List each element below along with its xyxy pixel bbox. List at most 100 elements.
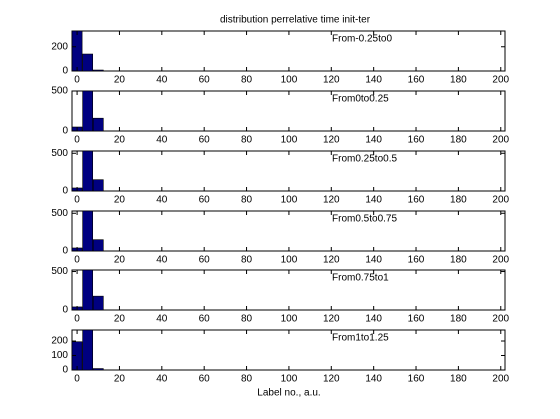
bar (82, 91, 94, 131)
x-tick-label: 120 (323, 75, 340, 86)
x-tick-label: 40 (156, 75, 168, 86)
x-tick-label: 80 (241, 195, 253, 206)
axes-frame (71, 210, 506, 252)
x-tick-label: 160 (408, 135, 425, 146)
bars (72, 31, 104, 71)
x-tick-label: 200 (492, 255, 509, 266)
axes-frame (71, 30, 506, 72)
x-tick-label: 140 (365, 195, 382, 206)
annotation: From0.5to0.75 (332, 214, 397, 225)
axes-frame (71, 269, 506, 311)
x-tick-label: 0 (74, 135, 80, 146)
figure-title: distribution perrelative time init-ter (220, 15, 371, 26)
x-tick-label: 180 (450, 374, 467, 385)
x-tick-label: 60 (199, 135, 211, 146)
x-tick-label: 140 (365, 374, 382, 385)
bar (82, 53, 94, 71)
bar (82, 270, 94, 310)
x-tick-label: 180 (450, 135, 467, 146)
x-tick-label: 80 (241, 374, 253, 385)
x-tick-label: 80 (241, 314, 253, 325)
y-tick-label: 0 (62, 246, 68, 257)
x-tick-label: 200 (492, 374, 509, 385)
x-tick-label: 120 (323, 135, 340, 146)
x-tick-label: 140 (365, 314, 382, 325)
x-tick-label: 20 (114, 135, 126, 146)
x-tick-label: 100 (281, 195, 298, 206)
x-tick-label: 60 (199, 195, 211, 206)
x-tick-label: 100 (281, 374, 298, 385)
y-tick-label: 500 (51, 208, 68, 219)
x-tick-label: 180 (450, 75, 467, 86)
y-tick-label: 100 (51, 350, 68, 361)
x-tick-label: 40 (156, 195, 168, 206)
bar (82, 151, 94, 191)
y-tick-label: 0 (62, 186, 68, 197)
annotation: From0.25to0.5 (332, 154, 397, 165)
bar (92, 179, 104, 191)
x-tick-label: 40 (156, 255, 168, 266)
bar (92, 239, 104, 251)
x-tick-label: 200 (492, 195, 509, 206)
x-tick-label: 40 (156, 314, 168, 325)
y-tick-label: 200 (51, 41, 68, 52)
x-tick-label: 80 (241, 135, 253, 146)
x-tick-label: 120 (323, 314, 340, 325)
x-tick-label: 0 (74, 195, 80, 206)
x-tick-label: 180 (450, 314, 467, 325)
x-tick-label: 100 (281, 135, 298, 146)
x-tick-label: 200 (492, 314, 509, 325)
x-tick-label: 80 (241, 255, 253, 266)
x-tick-label: 80 (241, 75, 253, 86)
x-tick-label: 0 (74, 255, 80, 266)
bar (92, 368, 104, 370)
axes-frame (71, 329, 506, 371)
x-tick-label: 100 (281, 314, 298, 325)
bar (82, 211, 94, 251)
bar (92, 69, 104, 71)
x-tick-label: 60 (199, 314, 211, 325)
x-tick-label: 20 (114, 195, 126, 206)
x-tick-label: 0 (74, 314, 80, 325)
y-tick-label: 500 (51, 148, 68, 159)
x-tick-label: 120 (323, 255, 340, 266)
x-tick-label: 40 (156, 135, 168, 146)
x-tick-label: 120 (323, 195, 340, 206)
y-tick-label: 500 (51, 86, 68, 97)
x-tick-label: 100 (281, 255, 298, 266)
x-tick-label: 180 (450, 255, 467, 266)
y-tick-label: 0 (62, 66, 68, 77)
y-tick-label: 500 (51, 266, 68, 277)
annotation: From1to1.25 (332, 333, 389, 344)
x-tick-label: 60 (199, 374, 211, 385)
axes-frame (71, 90, 506, 132)
x-tick-label: 180 (450, 195, 467, 206)
x-tick-label: 140 (365, 135, 382, 146)
x-tick-label: 20 (114, 374, 126, 385)
x-tick-label: 100 (281, 75, 298, 86)
y-tick-label: 0 (62, 365, 68, 376)
x-tick-label: 40 (156, 374, 168, 385)
y-tick-label: 200 (51, 336, 68, 347)
x-tick-label: 160 (408, 374, 425, 385)
y-tick-label: 0 (62, 305, 68, 316)
annotation: From-0.25to0 (332, 34, 392, 45)
bar (82, 330, 94, 370)
x-tick-label: 60 (199, 255, 211, 266)
annotation: From0.75to1 (332, 273, 389, 284)
x-tick-label: 200 (492, 135, 509, 146)
x-tick-label: 160 (408, 255, 425, 266)
x-tick-label: 160 (408, 314, 425, 325)
x-tick-label: 140 (365, 75, 382, 86)
x-tick-label: 200 (492, 75, 509, 86)
x-tick-label: 0 (74, 374, 80, 385)
x-tick-label: 0 (74, 75, 80, 86)
x-axis-label: Label no., a.u. (257, 388, 320, 399)
x-tick-label: 20 (114, 75, 126, 86)
bar (92, 117, 104, 131)
annotation: From0to0.25 (332, 94, 389, 105)
y-tick-label: 0 (62, 126, 68, 137)
axes-frame (71, 150, 506, 192)
